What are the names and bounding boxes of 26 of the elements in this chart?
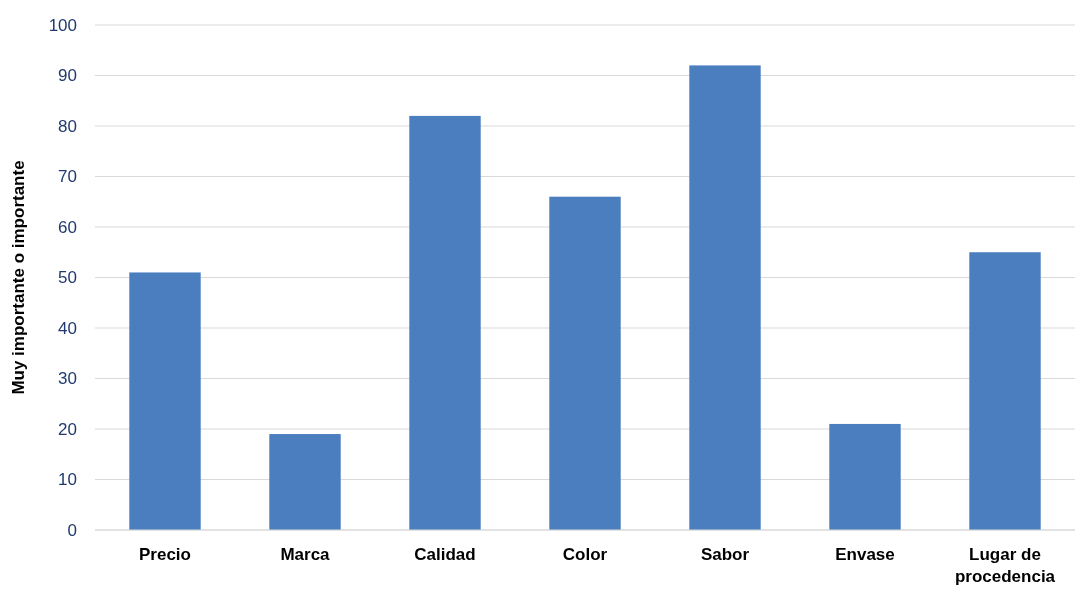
x-tick-label: Sabor xyxy=(700,545,750,564)
bar xyxy=(689,65,761,530)
bar xyxy=(969,252,1041,530)
y-tick-label: 0 xyxy=(67,520,77,540)
y-tick-label: 50 xyxy=(58,268,77,288)
bar xyxy=(269,434,341,530)
y-tick-label: 40 xyxy=(58,318,77,338)
x-tick-label: Color xyxy=(562,545,608,564)
x-tick-label: Marca xyxy=(280,545,331,564)
y-axis-title: Muy importante o importante xyxy=(9,160,28,395)
y-tick-label: 60 xyxy=(58,217,77,237)
bar xyxy=(829,423,901,530)
y-tick-label: 30 xyxy=(58,369,77,389)
x-tick-label: Envase xyxy=(835,545,895,564)
x-tick-label: Lugar de procedencia xyxy=(954,545,1056,586)
y-tick-label: 10 xyxy=(58,470,77,490)
bar xyxy=(409,115,481,530)
y-tick-label: 20 xyxy=(58,419,77,439)
y-tick-label: 100 xyxy=(48,15,77,35)
bar xyxy=(129,272,201,530)
bar xyxy=(549,196,621,530)
y-tick-label: 80 xyxy=(58,116,77,136)
y-tick-label: 70 xyxy=(58,167,77,187)
x-tick-label: Precio xyxy=(139,545,191,564)
y-tick-label: 90 xyxy=(58,66,77,86)
x-tick-label: Calidad xyxy=(414,545,476,564)
